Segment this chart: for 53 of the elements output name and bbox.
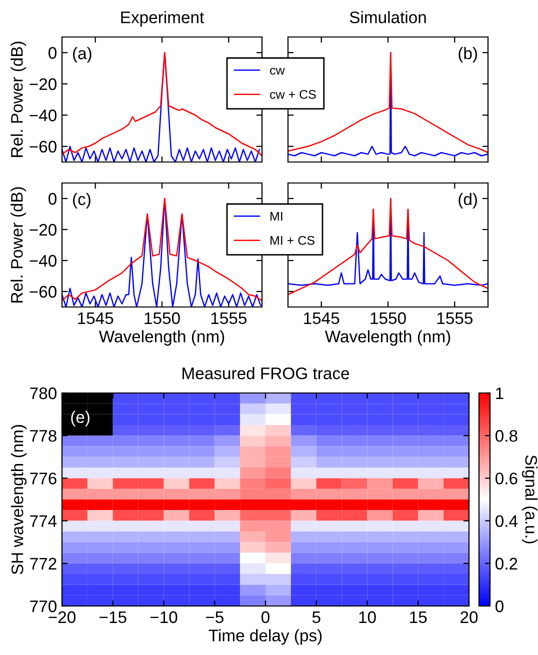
legend-label: MI + CS (270, 236, 314, 245)
annotation: (c) (73, 192, 90, 208)
x-tick-label: −5 (206, 611, 224, 624)
y-axis-title: SH wavelength (nm) (11, 425, 27, 574)
x-tick-label: −15 (100, 611, 126, 624)
x-tick-label: 1550 (144, 312, 180, 324)
y-tick-label: −20 (30, 224, 56, 236)
x-tick-label: 1550 (370, 312, 406, 324)
x-tick-label: 10 (359, 611, 376, 624)
y-tick-label: 0 (48, 47, 56, 59)
y-tick-label: −60 (30, 286, 56, 298)
annotation: (d) (458, 192, 477, 208)
x-tick-label: 15 (410, 611, 427, 624)
x-tick-label: 1545 (304, 312, 340, 324)
legend-label: MI (270, 212, 282, 221)
y-tick-label: 778 (30, 430, 56, 442)
x-tick-label: 1555 (211, 312, 247, 324)
chart-title: Simulation (350, 11, 426, 24)
y-tick-label: 0 (48, 192, 56, 205)
annotation: (e) (71, 410, 90, 426)
color-bar-label: 0.4 (496, 515, 518, 528)
x-axis-title: Wavelength (nm) (324, 330, 450, 346)
x-tick-label: 5 (312, 611, 320, 624)
x-tick-label: 1555 (437, 312, 473, 324)
x-axis-title: Time delay (ps) (208, 629, 322, 645)
y-tick-label: −60 (30, 140, 56, 153)
y-tick-label: −40 (30, 254, 56, 267)
y-tick-label: 774 (30, 515, 57, 527)
y-tick-label: 772 (30, 558, 56, 570)
legend-label: cw (270, 68, 285, 75)
y-axis-title: Rel. Power (dB) (10, 42, 26, 157)
x-tick-label: −10 (150, 611, 178, 624)
x-tick-label: 1545 (78, 312, 114, 324)
y-tick-label: 776 (30, 472, 56, 484)
annotation: (a) (73, 47, 92, 63)
x-tick-label: 0 (262, 611, 270, 624)
chart-title: Experiment (121, 11, 204, 27)
legend-label: cw + CS (270, 90, 316, 99)
color-bar-label: 0.2 (496, 558, 518, 570)
x-axis-title: Wavelength (nm) (98, 330, 224, 346)
y-tick-label: −20 (30, 78, 56, 90)
color-bar-label: 0.6 (496, 472, 518, 484)
color-bar-label: 0 (496, 600, 504, 612)
y-tick-label: −40 (30, 110, 56, 122)
y-tick-label: 770 (30, 600, 56, 612)
annotation: (b) (458, 47, 477, 63)
color-bar-label: 1 (496, 388, 504, 400)
x-tick-label: 20 (460, 611, 478, 624)
chart-title: Measured FROG trace (182, 367, 350, 380)
color-bar-title: Signal (a.u.) (522, 455, 538, 544)
color-bar-label: 0.8 (496, 430, 518, 442)
y-axis-title: Rel. Power (dB) (10, 187, 26, 302)
y-tick-label: 780 (30, 387, 56, 400)
